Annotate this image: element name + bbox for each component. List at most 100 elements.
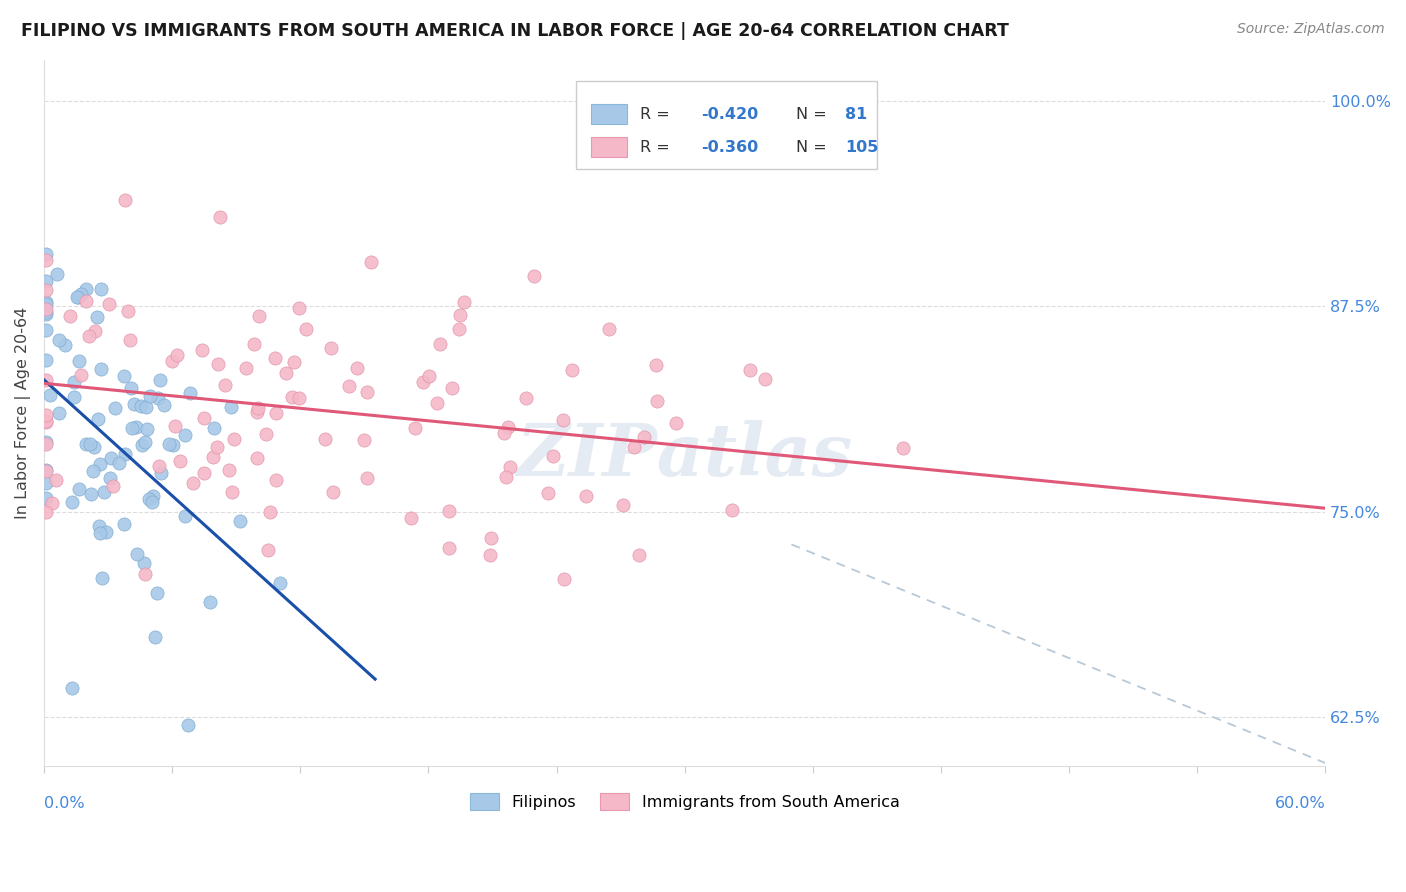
Point [162,354,184,368]
Point [437,541,460,556]
Point [48,406,70,420]
Point [148,459,170,474]
Point [90,282,112,296]
Point [75,281,97,295]
Text: R =: R = [640,139,675,154]
Point [222,432,245,446]
Point [283,355,305,369]
Point [426,396,449,410]
Point [67,290,90,304]
Point [523,269,546,284]
Bar [591,137,627,157]
Point [112,517,135,532]
Point [134,434,156,449]
Point [35,283,58,297]
Text: 81: 81 [845,107,868,122]
Text: N =: N = [796,107,832,122]
Y-axis label: In Labor Force | Age 20-64: In Labor Force | Age 20-64 [15,307,31,519]
Point [246,405,269,419]
Point [219,401,242,415]
Text: 105: 105 [845,139,879,154]
Point [429,337,451,351]
Point [35,322,58,336]
Point [35,463,58,477]
Point [202,421,225,435]
Point [104,401,127,415]
Point [214,378,236,392]
Point [295,321,318,335]
Text: Source: ZipAtlas.com: Source: ZipAtlas.com [1237,22,1385,37]
Point [173,428,195,442]
Point [35,274,58,288]
Point [314,432,336,446]
Point [83,441,105,455]
Point [404,421,426,435]
Point [166,348,188,362]
Point [598,322,620,336]
Point [645,393,668,408]
Point [356,471,378,485]
Point [108,456,131,470]
Point [75,437,97,451]
Point [35,247,58,261]
Point [721,503,744,517]
Point [94,525,117,540]
Point [246,451,269,466]
Point [891,442,914,456]
Point [449,308,471,322]
Point [152,398,174,412]
Point [135,401,157,415]
Point [229,514,252,528]
Point [134,567,156,582]
Point [35,252,58,267]
Point [193,466,215,480]
Point [537,485,560,500]
Point [90,362,112,376]
Bar [591,104,627,124]
Point [247,401,270,416]
Point [440,381,463,395]
Point [177,718,200,732]
Text: 60.0%: 60.0% [1274,796,1324,811]
Point [247,309,270,323]
Point [35,414,58,428]
Point [169,454,191,468]
Point [264,351,287,365]
Point [139,389,162,403]
Point [101,479,124,493]
Point [112,368,135,383]
Point [98,471,121,485]
Point [541,449,564,463]
Point [162,438,184,452]
Point [193,411,215,425]
Point [418,369,440,384]
Point [146,585,169,599]
Point [322,484,344,499]
Point [191,343,214,357]
Point [257,543,280,558]
Point [150,466,173,480]
Point [138,491,160,506]
Point [561,362,583,376]
Point [259,505,281,519]
Point [276,366,298,380]
Point [288,301,311,315]
Point [75,294,97,309]
Point [114,447,136,461]
Point [633,430,655,444]
Point [754,372,776,386]
Point [46,267,69,281]
Point [665,417,688,431]
Point [281,390,304,404]
Point [346,360,368,375]
Point [63,375,86,389]
Point [399,511,422,525]
Point [479,531,502,545]
Point [612,498,634,512]
Point [35,297,58,311]
Point [122,397,145,411]
Point [127,547,149,561]
Point [498,459,520,474]
Point [146,391,169,405]
Point [149,373,172,387]
